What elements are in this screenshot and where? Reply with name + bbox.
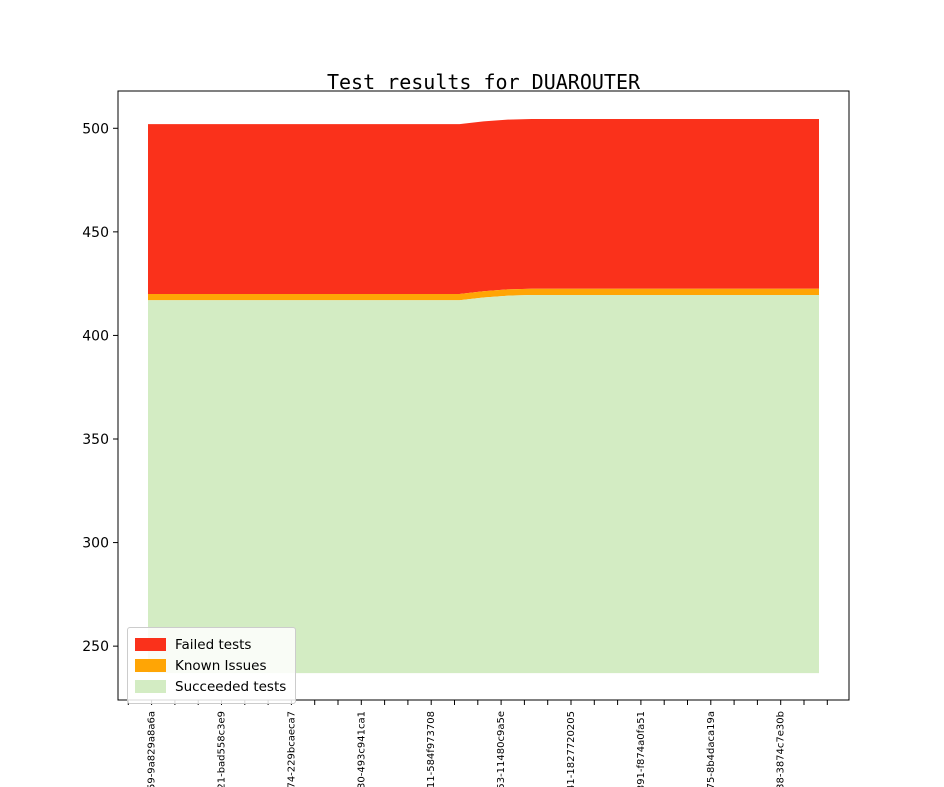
y-tick-label: 500: [82, 121, 109, 137]
legend-label-succeeded-tests: Succeeded tests: [175, 678, 287, 695]
x-tick-label: 11-584f973708: [426, 711, 437, 787]
legend-swatch-known-issues: [135, 659, 166, 672]
legend-item-known-issues: Known Issues: [135, 655, 286, 676]
x-tick-label: 59-9a829a8a6a: [147, 711, 158, 787]
legend-swatch-succeeded-tests: [135, 680, 166, 693]
area-succeeded-tests: [148, 295, 819, 674]
x-tick-label: 41-1827720205: [566, 711, 577, 787]
legend-label-known-issues: Known Issues: [175, 657, 267, 674]
legend-swatch-failed-tests: [135, 638, 166, 651]
y-tick-label: 350: [82, 432, 109, 448]
y-tick-label: 300: [82, 536, 109, 552]
x-tick-label: 21-bad558c3e9: [217, 711, 228, 787]
x-tick-label: 30-493c941ca1: [356, 711, 367, 787]
x-tick-label: 75-8b4daca19a: [706, 711, 717, 787]
y-tick-label: 250: [82, 639, 109, 655]
y-tick-label: 400: [82, 328, 109, 344]
legend-label-failed-tests: Failed tests: [175, 636, 252, 653]
x-tick-label: 391-f874a0fa51: [636, 711, 647, 787]
legend-item-failed-tests: Failed tests: [135, 634, 286, 655]
legend: Failed tests Known Issues Succeeded test…: [127, 627, 297, 704]
area-known-issues: [148, 288, 819, 301]
x-tick-label: 38-3874c7e30b: [776, 711, 787, 787]
y-tick-label: 450: [82, 225, 109, 241]
axes-spines: [117, 90, 850, 701]
chart-title: Test results for DUAROUTER: [326, 70, 641, 94]
x-tick-label: 53-11480c9a5e: [496, 711, 507, 787]
x-tick-label: 74-229bcaeca7: [286, 711, 297, 787]
legend-item-succeeded-tests: Succeeded tests: [135, 676, 286, 697]
area-failed-tests: [148, 119, 819, 294]
